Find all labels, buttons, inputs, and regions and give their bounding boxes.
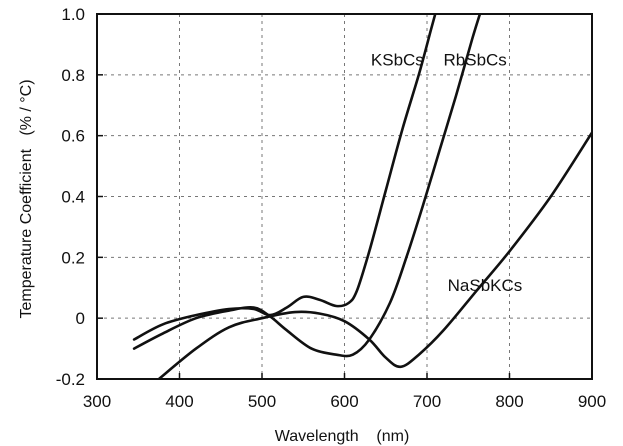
series-label-ksbcs: KSbCs xyxy=(371,51,424,70)
y-tick-label: 0.4 xyxy=(61,188,85,207)
x-tick-label: 500 xyxy=(248,392,276,411)
x-ticks: 300 400 500 600 700 800 900 xyxy=(83,373,606,411)
series-line-rbsbcs xyxy=(132,14,482,358)
y-ticks: -0.2 0 0.2 0.4 0.6 0.8 1.0 xyxy=(56,5,103,389)
series-line-ksbcs xyxy=(132,14,437,341)
y-tick-label: 0 xyxy=(76,309,85,328)
y-tick-label: 1.0 xyxy=(61,5,85,24)
x-tick-label: 900 xyxy=(578,392,606,411)
series-line-nasbkcs xyxy=(157,131,592,379)
y-tick-label: 0.2 xyxy=(61,248,85,267)
series-label-nasbkcs: NaSbKCs xyxy=(448,276,523,295)
x-tick-label: 300 xyxy=(83,392,111,411)
series-label-rbsbcs: RbSbCs xyxy=(444,51,507,70)
grid xyxy=(97,14,592,379)
y-tick-label: 0.8 xyxy=(61,66,85,85)
x-tick-label: 800 xyxy=(495,392,523,411)
x-axis-label: Wavelength (nm) xyxy=(275,428,410,445)
x-tick-label: 600 xyxy=(330,392,358,411)
series-lines xyxy=(132,14,592,379)
x-tick-label: 400 xyxy=(165,392,193,411)
y-axis-label: Temperature Coefficient (% / °C) xyxy=(18,79,35,318)
series-labels: KSbCs RbSbCs NaSbKCs xyxy=(371,51,522,295)
x-tick-label: 700 xyxy=(413,392,441,411)
y-tick-label: -0.2 xyxy=(56,370,85,389)
y-tick-label: 0.6 xyxy=(61,127,85,146)
